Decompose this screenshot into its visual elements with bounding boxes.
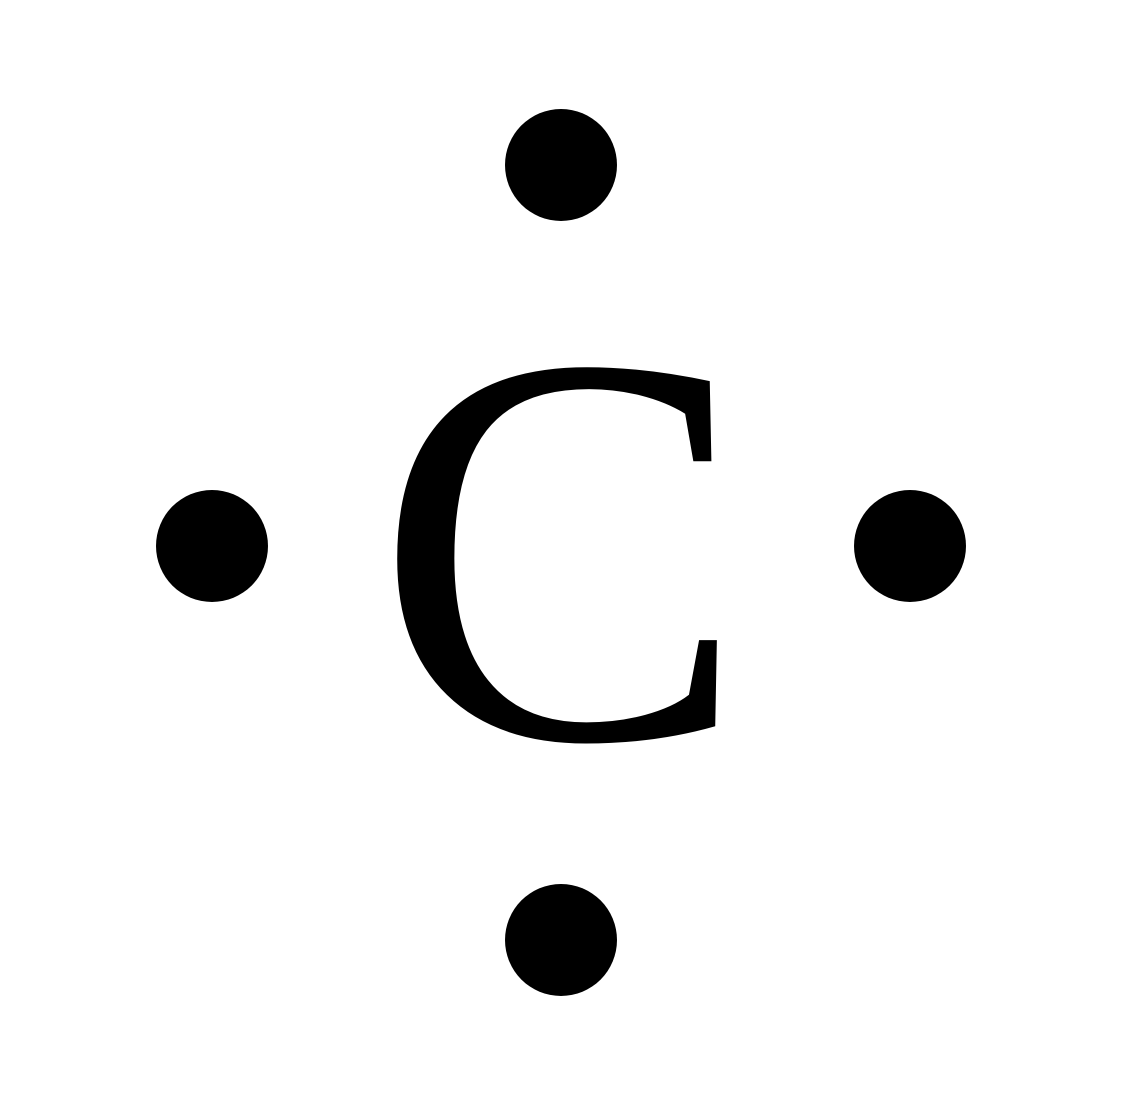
electron-dot-left bbox=[156, 490, 268, 602]
element-symbol: C bbox=[374, 270, 748, 830]
electron-dot-right bbox=[854, 490, 966, 602]
electron-dot-top bbox=[505, 109, 617, 221]
electron-dot-bottom bbox=[505, 884, 617, 996]
lewis-dot-diagram: C bbox=[0, 0, 1122, 1093]
